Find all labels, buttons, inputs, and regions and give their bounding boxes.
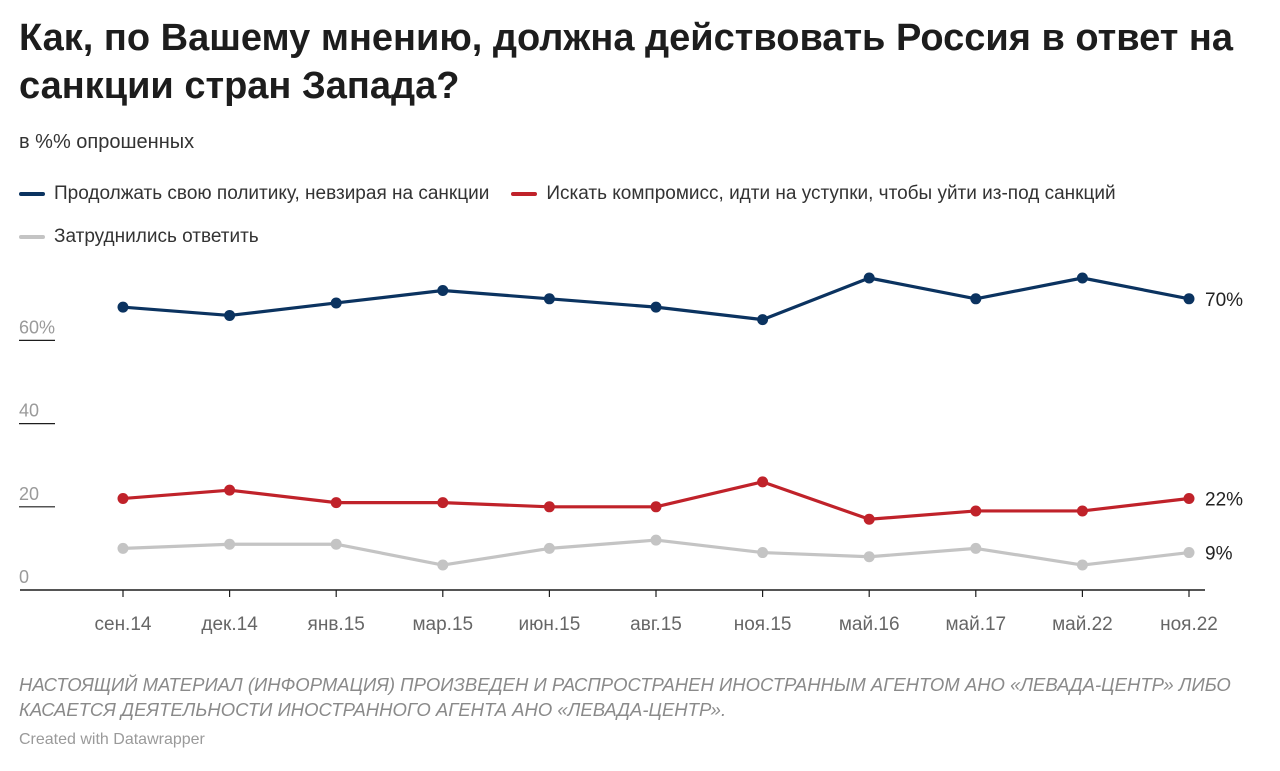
series-1-end-label: 70% (1205, 290, 1243, 311)
series-1-point-1 (224, 309, 236, 321)
series-2-point-10 (1183, 492, 1195, 504)
x-tick-label-0: сен.14 (95, 614, 152, 635)
series-2-point-4 (543, 501, 555, 513)
series-3-point-8 (970, 542, 982, 554)
x-tick-label-1: дек.14 (201, 614, 258, 635)
series-1-point-3 (437, 284, 449, 296)
series-3-point-7 (863, 551, 875, 563)
series-line-2 (121, 480, 1191, 521)
series-3-point-2 (330, 538, 342, 550)
series-3-point-3 (437, 559, 449, 571)
x-tick-label-9: май.22 (1052, 614, 1113, 635)
series-2-point-9 (1076, 505, 1088, 517)
series-1-point-0 (117, 301, 129, 313)
series-1-point-6 (757, 314, 769, 326)
series-3-point-4 (543, 542, 555, 554)
legend-label-1: Продолжать свою политику, невзирая на са… (54, 183, 490, 204)
x-tick-label-10: ноя.22 (1160, 614, 1218, 635)
series-2-point-7 (863, 513, 875, 525)
series-1-point-8 (970, 293, 982, 305)
series-3-point-5 (650, 534, 662, 546)
series-1-point-4 (543, 293, 555, 305)
legend-label-2: Искать компромисс, идти на уступки, чтоб… (546, 183, 1116, 204)
series-1-point-9 (1076, 272, 1088, 284)
legend-item-3: Затруднились ответить (19, 226, 259, 248)
series-3-point-9 (1076, 559, 1088, 571)
series-1-point-7 (863, 272, 875, 284)
legend-swatch-2 (511, 192, 538, 196)
x-tick-label-3: мар.15 (412, 614, 473, 635)
x-tick-label-4: июн.15 (519, 614, 581, 635)
series-1-point-5 (650, 301, 662, 313)
series-2-point-1 (224, 484, 236, 496)
legend-row-2: Затруднились ответить (19, 226, 281, 248)
legend-swatch-1 (19, 192, 45, 196)
series-1-point-2 (330, 297, 342, 309)
credit-line: Created with Datawrapper (19, 731, 205, 748)
series-2-point-3 (437, 497, 449, 509)
x-tick-label-5: авг.15 (630, 614, 682, 635)
series-2-end-label: 22% (1205, 489, 1243, 510)
x-tick-label-8: май.17 (945, 614, 1006, 635)
series-3-point-1 (224, 538, 236, 550)
series-3-point-6 (757, 547, 769, 559)
x-tick-label-2: янв.15 (308, 614, 365, 635)
line-chart: 0 20 40 60% сен.14 дек.14 янв.15 мар.15 июн.15 ав… (19, 272, 1243, 635)
series-3-point-0 (117, 542, 129, 554)
series-3-point-10 (1183, 547, 1195, 559)
y-tick-label-2: 40 (19, 401, 39, 421)
chart-title: Как, по Вашему мнению, должна действоват… (19, 17, 1233, 107)
series-2-point-6 (757, 476, 769, 488)
series-2-point-2 (330, 497, 342, 509)
series-line-1 (121, 276, 1191, 322)
legend-swatch-3 (19, 235, 45, 239)
legend-item-1: Продолжать свою политику, невзирая на са… (19, 183, 489, 205)
legend-item-2: Искать компромисс, идти на уступки, чтоб… (511, 183, 1116, 205)
chart-subtitle: в %% опрошенных (19, 131, 195, 153)
disclaimer-note: НАСТОЯЩИЙ МАТЕРИАЛ (ИНФОРМАЦИЯ) ПРОИЗВЕД… (19, 674, 1231, 720)
series-2-point-0 (117, 492, 129, 504)
series-2-point-8 (970, 505, 982, 517)
x-tick-label-7: май.16 (839, 614, 900, 635)
legend-row-1: Продолжать свою политику, невзирая на са… (19, 183, 1138, 205)
x-tick-label-6: ноя.15 (734, 614, 792, 635)
y-tick-label-3: 60% (19, 317, 55, 337)
series-3-end-label: 9% (1205, 544, 1233, 565)
legend-label-3: Затруднились ответить (54, 226, 259, 247)
series-2-point-5 (650, 501, 662, 513)
y-tick-label-0: 0 (19, 567, 29, 587)
series-1-point-10 (1183, 293, 1195, 305)
y-tick-label-1: 20 (19, 484, 39, 504)
